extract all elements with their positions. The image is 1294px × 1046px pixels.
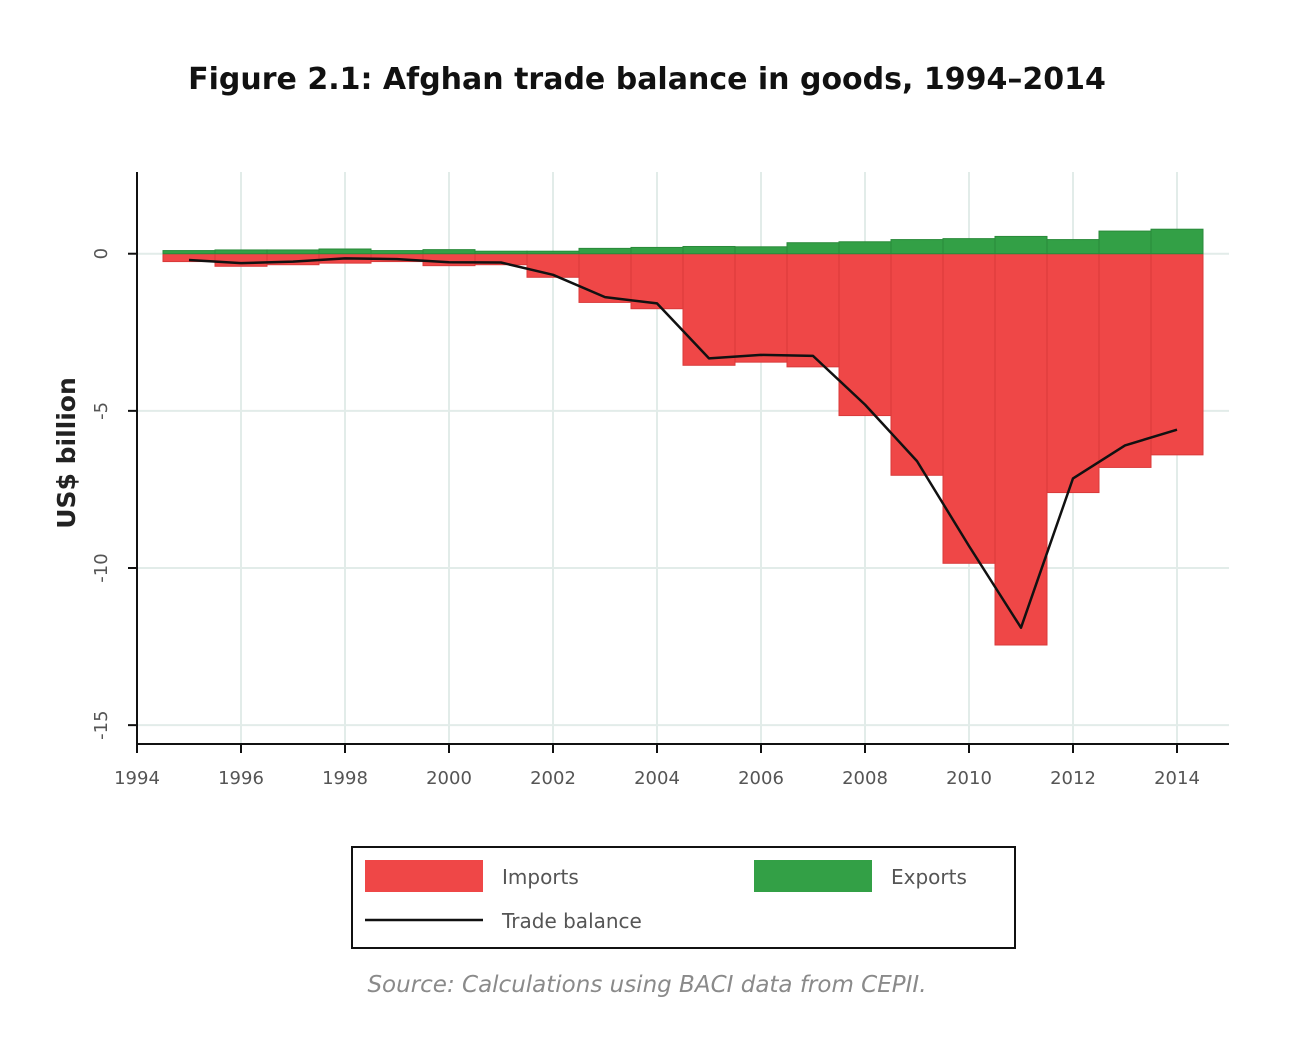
x-tick-label-2008: 2008: [842, 768, 888, 789]
bar-exports-2002: [526, 250, 580, 255]
y-tick-label--5: -5: [91, 402, 112, 420]
bar-exports-1999: [370, 250, 424, 255]
legend-swatch-exports: [754, 860, 872, 892]
bar-imports-2006: [734, 253, 788, 363]
x-tick-label-1994: 1994: [114, 768, 160, 789]
bar-exports-2012: [1046, 239, 1100, 255]
bar-imports-2014: [1150, 253, 1204, 456]
bar-imports-2000: [422, 253, 476, 267]
bar-exports-2001: [474, 250, 528, 255]
legend-label-exports: Exports: [891, 865, 967, 889]
bar-exports-2013: [1098, 230, 1152, 255]
bar-imports-2004: [630, 253, 684, 310]
legend-label-trade-balance: Trade balance: [501, 909, 642, 933]
bar-exports-2000: [422, 249, 476, 255]
bar-exports-1998: [318, 248, 372, 255]
bar-imports-2013: [1098, 253, 1152, 468]
x-tick-label-2004: 2004: [634, 768, 680, 789]
bar-exports-2009: [890, 239, 944, 255]
bar-exports-1996: [214, 249, 268, 255]
x-tick-label-1998: 1998: [322, 768, 368, 789]
bar-imports-2003: [578, 253, 632, 303]
y-tick-label--10: -10: [91, 553, 112, 582]
trade-balance-line-layer: [188, 257, 1178, 629]
bar-exports-2011: [994, 235, 1048, 255]
x-tick-label-2014: 2014: [1154, 768, 1200, 789]
bar-imports-2011: [994, 253, 1048, 646]
x-tick-label-2000: 2000: [426, 768, 472, 789]
bar-exports-1995: [162, 250, 216, 255]
bar-exports-2006: [734, 246, 788, 255]
y-tick-label--15: -15: [91, 710, 112, 739]
bar-exports-2014: [1150, 228, 1204, 255]
x-tick-label-2006: 2006: [738, 768, 784, 789]
bars-layer: [162, 228, 1204, 646]
bar-imports-1996: [214, 253, 268, 267]
axis-layer: 1994 1996 1998 2000 2002 2004 2006 2008 2010 2012…: [91, 172, 1229, 789]
y-tick-label-0: 0: [91, 248, 112, 259]
legend-swatch-imports: [365, 860, 483, 892]
bar-exports-2003: [578, 247, 632, 255]
bar-imports-2008: [838, 253, 892, 417]
legend: Imports Exports Trade balance: [351, 846, 1016, 949]
x-tick-label-2012: 2012: [1050, 768, 1096, 789]
bar-imports-2007: [786, 253, 840, 368]
bar-imports-2012: [1046, 253, 1100, 494]
bar-exports-2008: [838, 241, 892, 255]
source-note: Source: Calculations using BACI data fro…: [367, 972, 927, 998]
legend-label-imports: Imports: [502, 865, 579, 889]
bar-exports-2007: [786, 242, 840, 255]
bar-imports-2010: [942, 253, 996, 564]
x-tick-label-2002: 2002: [530, 768, 576, 789]
trade-balance-line: [188, 257, 1178, 629]
bar-exports-2004: [630, 246, 684, 255]
x-tick-label-2010: 2010: [946, 768, 992, 789]
y-axis-title: US$ billion: [52, 377, 81, 529]
bar-exports-2010: [942, 238, 996, 255]
bar-exports-1997: [266, 249, 320, 255]
bar-imports-2005: [682, 253, 736, 366]
bar-exports-2005: [682, 245, 736, 255]
x-tick-label-1996: 1996: [218, 768, 264, 789]
chart-title: Figure 2.1: Afghan trade balance in good…: [188, 62, 1106, 97]
